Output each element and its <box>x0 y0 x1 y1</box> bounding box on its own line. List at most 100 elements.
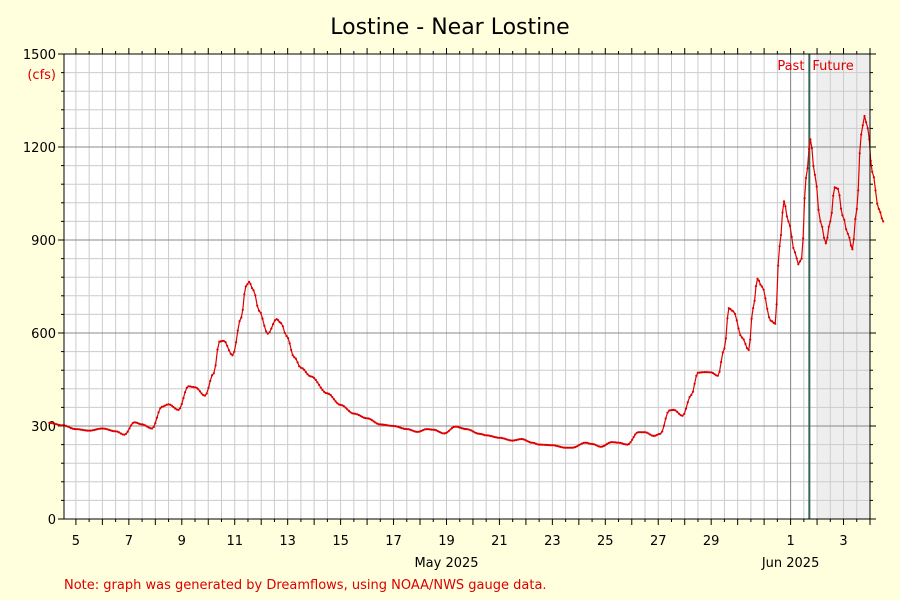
data-point <box>214 364 217 367</box>
data-point <box>661 430 664 433</box>
data-point <box>566 446 569 449</box>
flow-series <box>48 114 885 449</box>
data-point <box>703 371 706 374</box>
data-point <box>871 170 874 173</box>
data-point <box>354 412 357 415</box>
data-point <box>483 434 486 437</box>
data-point <box>240 316 243 319</box>
data-point <box>164 404 167 407</box>
data-point <box>759 283 762 286</box>
data-point <box>506 438 509 441</box>
data-point <box>713 373 716 376</box>
data-point <box>879 211 882 214</box>
data-point <box>591 442 594 446</box>
data-point <box>118 431 121 434</box>
data-point <box>843 218 846 221</box>
data-point <box>586 441 589 444</box>
data-point <box>581 442 584 445</box>
data-point <box>612 441 615 444</box>
data-point <box>632 435 635 439</box>
data-point <box>749 338 752 341</box>
data-point <box>121 433 124 436</box>
data-point <box>520 437 523 441</box>
data-point <box>397 425 400 429</box>
data-point <box>855 207 858 211</box>
data-point <box>84 429 87 432</box>
data-point <box>602 444 606 447</box>
data-point <box>372 420 375 423</box>
data-point <box>119 432 122 435</box>
data-point <box>750 317 753 320</box>
data-point <box>377 423 380 426</box>
data-point <box>788 224 792 227</box>
data-point <box>737 327 740 330</box>
data-point <box>303 368 306 371</box>
data-point <box>807 147 811 150</box>
data-point <box>205 392 208 395</box>
data-point <box>416 430 419 433</box>
data-point <box>299 366 302 369</box>
x-tick-label: 27 <box>650 534 667 549</box>
data-point <box>782 200 786 203</box>
data-point <box>209 379 212 383</box>
data-point <box>576 445 579 448</box>
data-point <box>400 427 403 430</box>
data-point <box>281 325 284 328</box>
data-point <box>131 422 134 425</box>
data-point <box>272 323 275 326</box>
data-point <box>866 127 869 130</box>
data-point <box>760 285 764 288</box>
data-point <box>106 428 109 431</box>
data-point <box>627 442 631 446</box>
data-point <box>849 244 853 247</box>
past-label: Past <box>777 59 804 74</box>
data-point <box>385 424 388 427</box>
x-tick-label: 29 <box>703 534 720 549</box>
data-point <box>162 405 165 408</box>
data-point <box>86 429 89 432</box>
data-point <box>257 309 261 312</box>
data-point <box>645 431 648 434</box>
data-point <box>152 425 155 429</box>
data-point <box>838 194 841 197</box>
data-point <box>446 431 449 434</box>
data-point <box>747 348 750 352</box>
data-point <box>790 235 793 238</box>
data-point <box>615 441 619 444</box>
data-point <box>102 427 106 430</box>
data-point <box>364 417 367 420</box>
data-point <box>491 435 494 438</box>
future-label: Future <box>812 59 853 74</box>
data-point <box>159 407 162 410</box>
data-point <box>473 431 476 434</box>
data-point <box>706 371 710 374</box>
data-point <box>187 385 190 388</box>
chart-title: Lostine - Near Lostine <box>330 15 569 40</box>
data-point <box>666 411 669 414</box>
data-point <box>543 443 546 446</box>
data-point <box>83 429 86 432</box>
data-point <box>744 342 747 345</box>
data-point <box>787 220 790 223</box>
data-point <box>515 438 518 442</box>
data-point <box>567 446 571 449</box>
plot-area <box>64 54 870 519</box>
data-point <box>485 434 488 437</box>
data-point <box>405 428 408 431</box>
data-point <box>810 147 814 150</box>
data-point <box>352 412 355 415</box>
data-point <box>280 322 283 325</box>
data-point <box>701 371 705 374</box>
data-point <box>753 299 756 302</box>
data-point <box>81 428 84 431</box>
x-tick-label: 13 <box>279 534 296 549</box>
data-point <box>144 424 147 427</box>
data-point <box>111 429 114 432</box>
data-point <box>324 391 327 395</box>
data-point <box>203 394 207 397</box>
data-point <box>715 374 718 377</box>
data-point <box>584 441 587 444</box>
data-point <box>872 176 876 179</box>
data-point <box>339 403 342 406</box>
data-point <box>294 357 297 360</box>
